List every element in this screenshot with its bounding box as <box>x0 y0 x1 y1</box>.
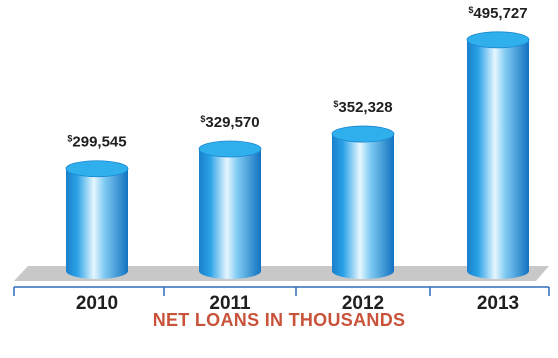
bar-2011 <box>198 140 262 279</box>
bar-top <box>331 125 395 143</box>
x-tick-labels-group: 2010 2011 2012 2013 <box>76 293 519 314</box>
bar-top <box>466 31 530 49</box>
bar-value-label: $352,328 <box>333 99 392 116</box>
bar-2012 <box>331 125 395 279</box>
bar-top <box>198 140 262 158</box>
bars-group <box>65 31 530 280</box>
bar-2010 <box>65 160 129 279</box>
x-tick-label: 2012 <box>342 293 384 314</box>
value-labels-group: $299,545 $329,570 $352,328 $495,727 <box>67 5 527 151</box>
bar-2013 <box>466 31 530 280</box>
x-tick-label: 2011 <box>209 293 251 314</box>
x-tick-label: 2013 <box>477 293 519 314</box>
floor-platform <box>14 266 549 281</box>
bar-body <box>467 39 529 280</box>
bar-value-label: $329,570 <box>200 114 259 131</box>
bar-body <box>66 168 128 279</box>
bar-value-label: $495,727 <box>468 5 527 22</box>
bar-body <box>199 148 261 279</box>
x-axis-ticks <box>13 287 550 296</box>
bar-value-label: $299,545 <box>67 134 126 151</box>
bar-body <box>332 134 394 279</box>
bar-top <box>65 160 129 178</box>
x-tick-label: 2010 <box>76 293 118 314</box>
chart-caption: NET LOANS IN THOUSANDS <box>152 310 406 330</box>
